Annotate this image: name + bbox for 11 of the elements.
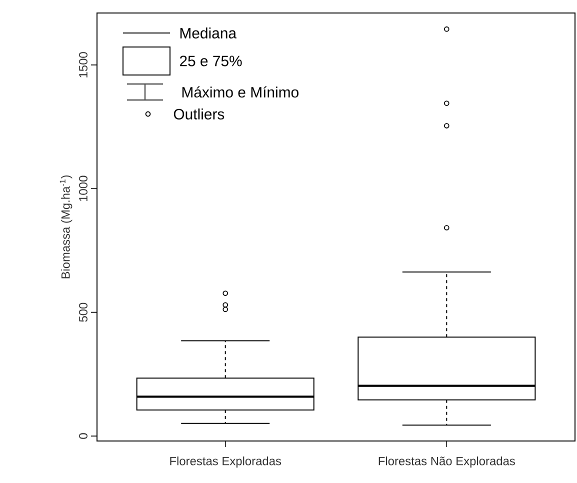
annotation: Outliers bbox=[174, 108, 224, 120]
annotation: 25 e 75% bbox=[180, 56, 242, 66]
annotation: Mediana bbox=[180, 28, 237, 38]
x-tick-label: Florestas Exploradas bbox=[170, 456, 282, 468]
y-tick-label: 500 bbox=[79, 302, 88, 322]
y-tick-label: 1000 bbox=[79, 176, 88, 202]
annotation: Máximo e Mínimo bbox=[182, 86, 298, 98]
y-tick-label: 1500 bbox=[79, 52, 88, 78]
y-axis-title: Biomassa (Mg.ha$^{-1}$) bbox=[60, 175, 72, 278]
x-tick-label: Florestas Não Exploradas bbox=[378, 456, 515, 468]
y-tick-label: 0 bbox=[79, 433, 88, 439]
